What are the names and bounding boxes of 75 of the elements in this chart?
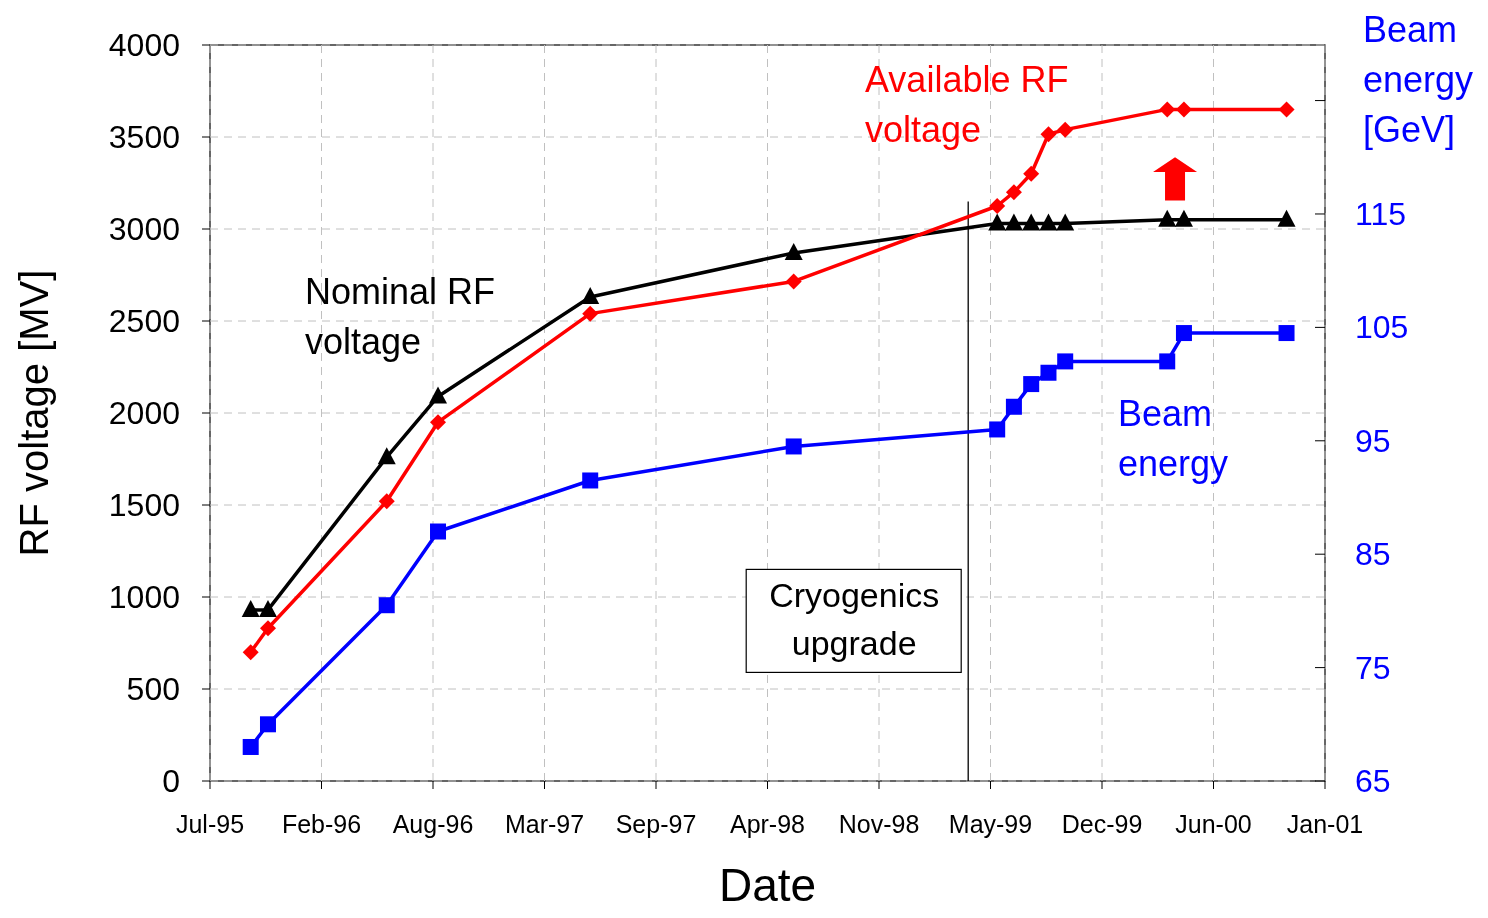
y2-tick-label: 85 [1355,536,1391,573]
point [1057,353,1074,370]
point [1158,209,1177,227]
y-axis-title: RF voltage [MV] [12,269,56,557]
point [1278,325,1295,342]
x-tick-label: May-99 [948,810,1033,838]
x-tick-label: Jan-01 [1286,810,1364,838]
series-label: Nominal RF voltage [305,271,496,362]
y-tick-label: 1000 [108,579,180,615]
point [1022,213,1041,231]
point [1005,184,1022,201]
point [378,493,395,510]
point [582,472,599,489]
point [1174,209,1193,227]
point [259,620,276,637]
point [378,597,395,614]
point [989,421,1006,438]
x-tick-label: Feb-96 [281,810,362,838]
point [785,438,802,455]
ref-line-label: Cryogenics upgrade [769,576,940,663]
point [259,716,276,733]
point [1159,101,1176,118]
point [377,447,396,465]
point [1039,213,1058,231]
x-axis-title: Date [718,859,817,911]
x-tick-label: Nov-98 [838,810,920,838]
x-tick-label: Jun-00 [1175,810,1252,838]
x-tick-label: Dec-99 [1061,810,1143,838]
point [1175,325,1192,342]
point [988,213,1007,231]
x-tick-label: Apr-98 [729,810,806,838]
y2-tick-label: 65 [1355,763,1391,799]
x-tick-label: Aug-96 [392,810,474,838]
point [1040,364,1057,381]
y-tick-label: 1500 [108,487,180,523]
y-tick-label: 3500 [108,119,180,155]
point [1159,353,1176,370]
point [1056,213,1075,231]
point [1004,213,1023,231]
y-tick-label: 0 [162,763,180,799]
point [1277,209,1296,227]
point [1023,376,1040,393]
y2-tick-label: 75 [1355,649,1391,686]
y2-tick-label: 115 [1355,195,1407,232]
point [582,305,599,322]
point [1005,398,1022,415]
series-label: Beam energy [1118,393,1229,484]
y-tick-label: 4000 [108,27,180,63]
y-tick-label: 3000 [108,211,180,247]
series-label: Available RF voltage [865,59,1069,150]
y2-tick-label: 105 [1355,309,1409,346]
y-tick-label: 2500 [108,303,180,339]
point [989,198,1006,214]
point [581,287,600,305]
point [242,644,259,661]
point [785,273,802,290]
point [1175,101,1192,118]
x-tick-label: Sep-97 [615,810,697,838]
point [241,599,260,617]
point [1040,126,1057,143]
point [242,738,259,755]
y2-axis-title: Beam energy [GeV] [1363,9,1474,150]
point [1023,165,1040,182]
y2-tick-label: 95 [1355,422,1391,459]
point [1278,101,1295,118]
point [1057,121,1074,138]
point [429,386,448,404]
x-tick-label: Mar-97 [504,810,585,838]
y-tick-label: 2000 [108,395,180,431]
point [430,523,447,540]
x-tick-label: Jul-95 [175,810,245,838]
point [430,414,447,431]
point [258,599,277,617]
point [784,242,803,260]
y-tick-label: 500 [126,671,180,707]
